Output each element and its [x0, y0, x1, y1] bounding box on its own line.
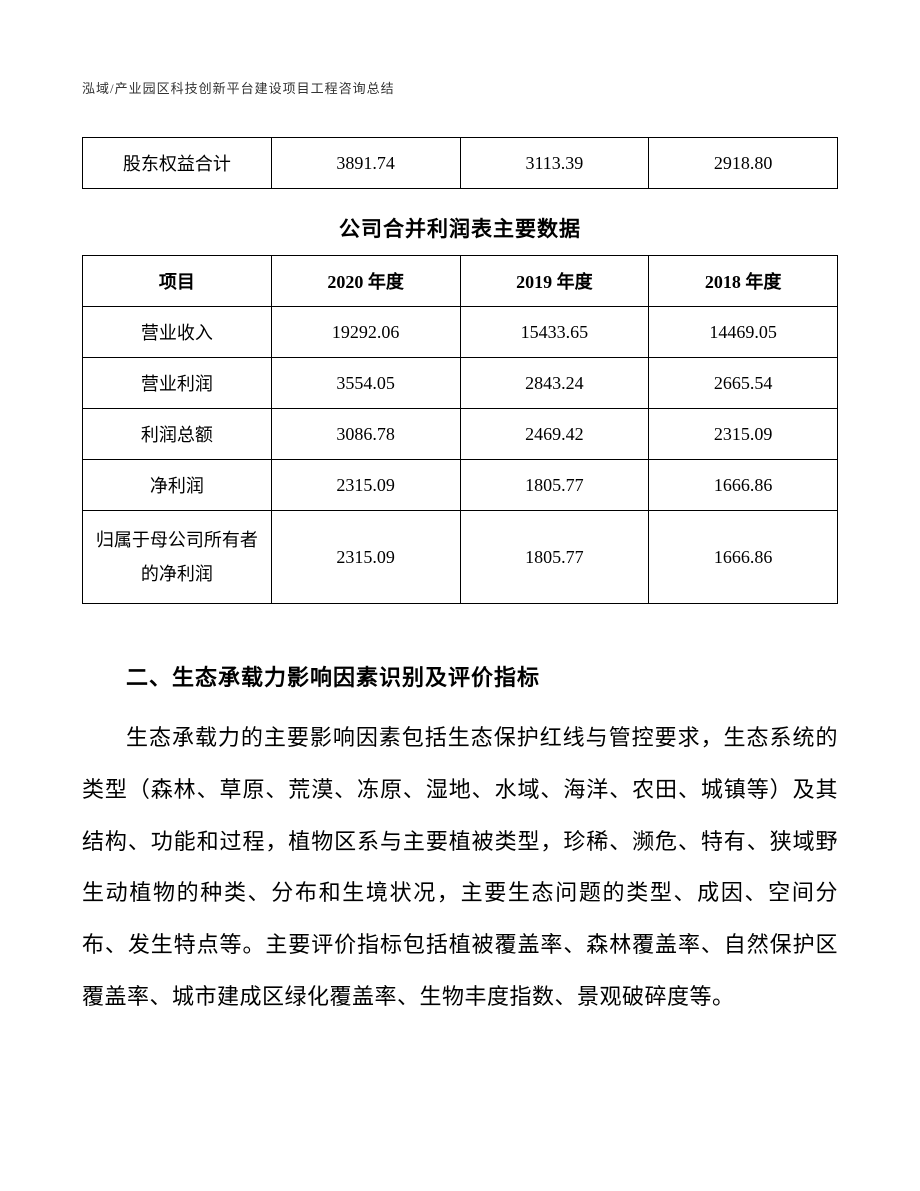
- profit-table: 项目 2020 年度 2019 年度 2018 年度 营业收入 19292.06…: [82, 255, 838, 604]
- table-row: 归属于母公司所有者的净利润 2315.09 1805.77 1666.86: [83, 511, 838, 604]
- page-header-text: 泓域/产业园区科技创新平台建设项目工程咨询总结: [82, 78, 838, 97]
- cell-2020: 3086.78: [271, 409, 460, 460]
- col-header-2018: 2018 年度: [649, 256, 838, 307]
- col-header-2020: 2020 年度: [271, 256, 460, 307]
- cell-2020: 2315.09: [271, 460, 460, 511]
- equity-2019-cell: 3113.39: [460, 138, 649, 189]
- profit-table-header-row: 项目 2020 年度 2019 年度 2018 年度: [83, 256, 838, 307]
- cell-2020: 19292.06: [271, 307, 460, 358]
- equity-row-label: 股东权益合计: [83, 138, 272, 189]
- cell-2018: 1666.86: [649, 460, 838, 511]
- cell-2018: 1666.86: [649, 511, 838, 604]
- cell-2019: 2843.24: [460, 358, 649, 409]
- cell-2019: 15433.65: [460, 307, 649, 358]
- row-label: 归属于母公司所有者的净利润: [83, 511, 272, 604]
- table-row: 股东权益合计 3891.74 3113.39 2918.80: [83, 138, 838, 189]
- cell-2018: 2315.09: [649, 409, 838, 460]
- col-header-item: 项目: [83, 256, 272, 307]
- equity-2018-cell: 2918.80: [649, 138, 838, 189]
- row-label: 营业利润: [83, 358, 272, 409]
- profit-table-title: 公司合并利润表主要数据: [82, 213, 838, 243]
- row-label: 净利润: [83, 460, 272, 511]
- table-row: 净利润 2315.09 1805.77 1666.86: [83, 460, 838, 511]
- row-label: 利润总额: [83, 409, 272, 460]
- equity-table: 股东权益合计 3891.74 3113.39 2918.80: [82, 137, 838, 189]
- cell-2019: 1805.77: [460, 460, 649, 511]
- cell-2019: 2469.42: [460, 409, 649, 460]
- equity-2020-cell: 3891.74: [271, 138, 460, 189]
- table-row: 利润总额 3086.78 2469.42 2315.09: [83, 409, 838, 460]
- table-row: 营业收入 19292.06 15433.65 14469.05: [83, 307, 838, 358]
- row-label: 营业收入: [83, 307, 272, 358]
- cell-2019: 1805.77: [460, 511, 649, 604]
- table-row: 营业利润 3554.05 2843.24 2665.54: [83, 358, 838, 409]
- cell-2020: 2315.09: [271, 511, 460, 604]
- cell-2020: 3554.05: [271, 358, 460, 409]
- cell-2018: 14469.05: [649, 307, 838, 358]
- col-header-2019: 2019 年度: [460, 256, 649, 307]
- cell-2018: 2665.54: [649, 358, 838, 409]
- section-paragraph: 生态承载力的主要影响因素包括生态保护红线与管控要求，生态系统的类型（森林、草原、…: [82, 712, 838, 1022]
- section-heading: 二、生态承载力影响因素识别及评价指标: [82, 660, 838, 692]
